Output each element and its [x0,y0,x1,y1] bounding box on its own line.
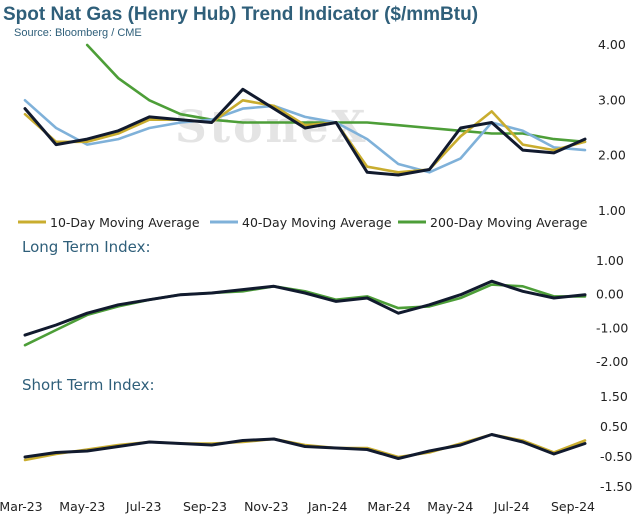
x-tick-label: Nov-23 [244,499,288,514]
y-tick-label: 1.00 [596,253,624,268]
series-line-3-1 [23,433,587,460]
y-tick-label: -1.00 [596,320,628,335]
series-line-1-1 [23,87,587,177]
panel-title-3: Short Term Index: [22,376,155,394]
y-tick-label: 0.50 [600,419,628,434]
panel-title-2: Long Term Index: [22,238,151,256]
x-tick-label: May-23 [59,499,105,514]
legend-label-2: 40-Day Moving Average [242,215,392,230]
chart-source: Source: Bloomberg / CME [14,27,142,39]
series-line-1-2 [23,99,587,174]
chart-title: Spot Nat Gas (Henry Hub) Trend Indicator… [3,4,479,25]
series-line-2-1 [23,279,587,337]
y-tick-label: -0.50 [600,449,632,464]
y-tick-label: -2.00 [596,354,628,369]
x-tick-label: Jan-24 [307,499,348,514]
x-tick-label: Mar-23 [0,499,43,514]
x-tick-label: Jul-23 [125,499,162,514]
watermark: StoneX [175,102,369,153]
legend-label-1: 10-Day Moving Average [50,215,200,230]
x-tick-label: Sep-23 [183,499,227,514]
x-tick-label: Mar-24 [367,499,410,514]
x-tick-label: Sep-24 [551,499,595,514]
y-tick-label: 1.50 [600,389,628,404]
series-line-2-2 [23,283,587,347]
y-tick-label: 2.00 [598,148,626,163]
x-tick-label: Jul-24 [493,499,530,514]
y-tick-label: 1.00 [598,203,626,218]
y-tick-label: 3.00 [598,92,626,107]
y-tick-label: 0.00 [596,287,624,302]
x-tick-label: May-24 [427,499,473,514]
legend-label-3: 200-Day Moving Average [430,215,588,230]
y-tick-label: 4.00 [598,37,626,52]
y-tick-label: -1.50 [600,479,632,494]
